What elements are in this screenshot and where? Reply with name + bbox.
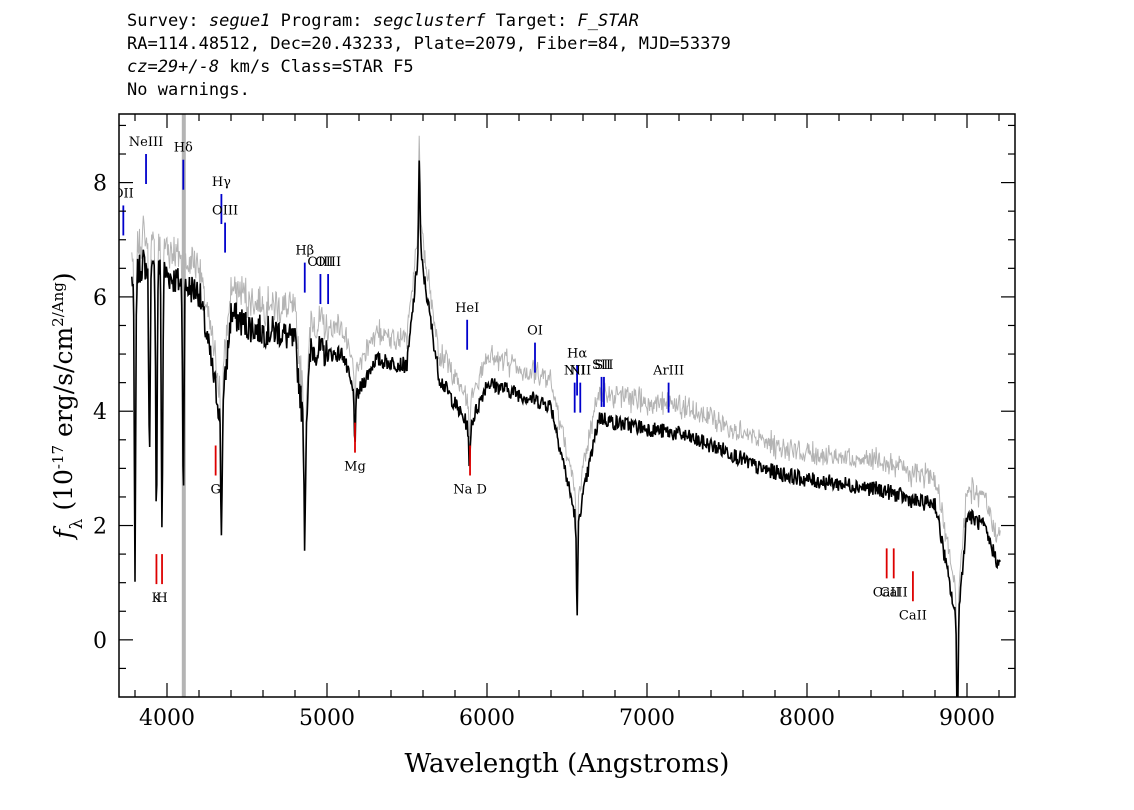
absorption-line-label: CaII	[899, 608, 927, 623]
emission-line-label: OIII	[307, 255, 333, 270]
emission-line-label: OIII	[315, 255, 341, 270]
y-tick-label: 6	[93, 286, 107, 311]
y-axis-label-part: erg/s/cm	[49, 327, 78, 445]
emission-line-label: ArIII	[652, 364, 684, 379]
program-value: segclusterf	[372, 11, 486, 31]
y-tick-label: 2	[93, 515, 107, 540]
target-label: Target:	[495, 11, 568, 31]
x-tick-label: 7000	[619, 706, 675, 731]
absorption-line-label: Na D	[453, 483, 487, 498]
y-axis-label-part: (10	[49, 469, 78, 519]
y-axis-label-part: 2/Ang	[49, 282, 67, 327]
emission-line-label: OI	[527, 324, 543, 339]
class-text: km/s Class=STAR F5	[229, 57, 414, 77]
header-line-3: cz=29+/-8 km/s Class=STAR F5	[127, 56, 731, 79]
header-line-2: RA=114.48512, Dec=20.43233, Plate=2079, …	[127, 34, 731, 54]
program-label: Program:	[280, 11, 363, 31]
emission-line-label: OIII	[212, 204, 238, 219]
absorption-line-label: G	[210, 483, 220, 498]
survey-value: segue1	[208, 11, 271, 31]
absorption-line-label: K	[152, 591, 162, 606]
x-tick-label: 6000	[459, 706, 515, 731]
emission-line-label: NeIII	[129, 135, 163, 150]
y-axis-label-part: )	[49, 272, 78, 282]
error-trace	[131, 135, 1001, 697]
cz-value: cz=29+/-8	[127, 57, 220, 77]
emission-line-label: Hγ	[212, 175, 231, 190]
y-tick-label: 0	[93, 629, 107, 654]
plot-frame	[118, 113, 1016, 698]
x-tick-label: 9000	[939, 706, 995, 731]
y-tick-label: 8	[93, 172, 107, 197]
y-axis-label: fλ (10-17 erg/s/cm2/Ang)	[49, 272, 87, 540]
absorption-line-label: H	[156, 591, 167, 606]
x-tick-label: 4000	[139, 706, 195, 731]
spectrum-header: Survey: segue1 Program: segclusterf Targ…	[127, 10, 731, 102]
target-value: F_STAR	[577, 11, 639, 31]
x-tick-label: 5000	[299, 706, 355, 731]
absorption-line-label: CaII	[873, 585, 901, 600]
warnings-text: No warnings.	[127, 80, 250, 100]
emission-line-label: HeI	[455, 301, 479, 316]
emission-line-label: Hα	[567, 346, 587, 361]
emission-line-label: Hδ	[174, 141, 193, 156]
y-axis-label-part: λ	[67, 518, 87, 529]
emission-line-label: NII	[569, 364, 591, 379]
flux-series-line	[131, 160, 1001, 697]
x-axis-label: Wavelength (Angstroms)	[405, 749, 730, 779]
y-tick-label: 4	[93, 400, 107, 425]
emission-line-label: NII	[564, 364, 586, 379]
x-tick-label: 8000	[779, 706, 835, 731]
y-axis-label-part: -17	[49, 445, 67, 469]
y-axis-label-part: f	[49, 526, 78, 541]
absorption-line-label: Mg	[344, 460, 366, 475]
absorption-line-label: CaII	[880, 585, 908, 600]
emission-line-label: SII	[592, 358, 611, 373]
emission-line-label: Hβ	[295, 244, 314, 259]
survey-label: Survey:	[127, 11, 199, 31]
emission-line-label: OII	[113, 186, 134, 201]
header-line-1: Survey: segue1 Program: segclusterf Targ…	[127, 10, 731, 33]
emission-line-label: SII	[594, 358, 613, 373]
